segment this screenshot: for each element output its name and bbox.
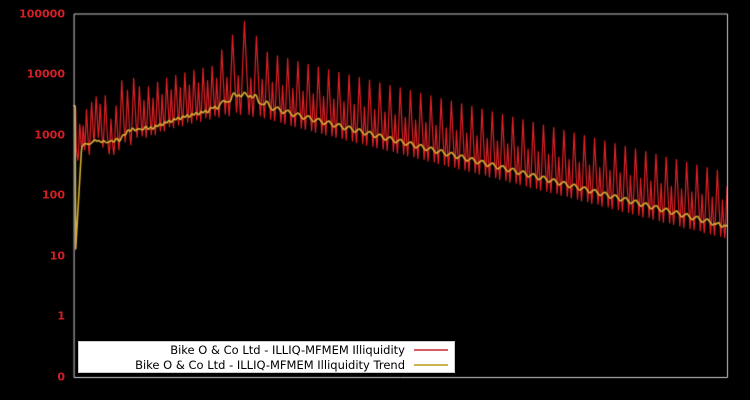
y-tick-label-100000: 100000 (19, 7, 65, 20)
y-tick-label-1: 1 (57, 309, 65, 323)
y-tick-label-100: 100 (42, 188, 65, 202)
legend-swatch-0 (414, 348, 448, 351)
y-tick-label-0: 0 (57, 370, 65, 384)
legend-swatch-1 (414, 363, 448, 366)
legend-entry-0[interactable]: Bike O & Co Ltd - ILLIQ-MFMEM Illiquidit… (79, 342, 454, 357)
legend-entry-1[interactable]: Bike O & Co Ltd - ILLIQ-MFMEM Illiquidit… (79, 357, 454, 372)
chart-legend[interactable]: Bike O & Co Ltd - ILLIQ-MFMEM Illiquidit… (78, 341, 455, 373)
y-tick-label-10000: 10000 (26, 67, 65, 81)
legend-label-1: Bike O & Co Ltd - ILLIQ-MFMEM Illiquidit… (135, 357, 405, 372)
y-tick-label-10: 10 (49, 249, 65, 263)
y-tick-label-1000: 1000 (34, 128, 65, 142)
legend-label-0: Bike O & Co Ltd - ILLIQ-MFMEM Illiquidit… (170, 342, 405, 357)
